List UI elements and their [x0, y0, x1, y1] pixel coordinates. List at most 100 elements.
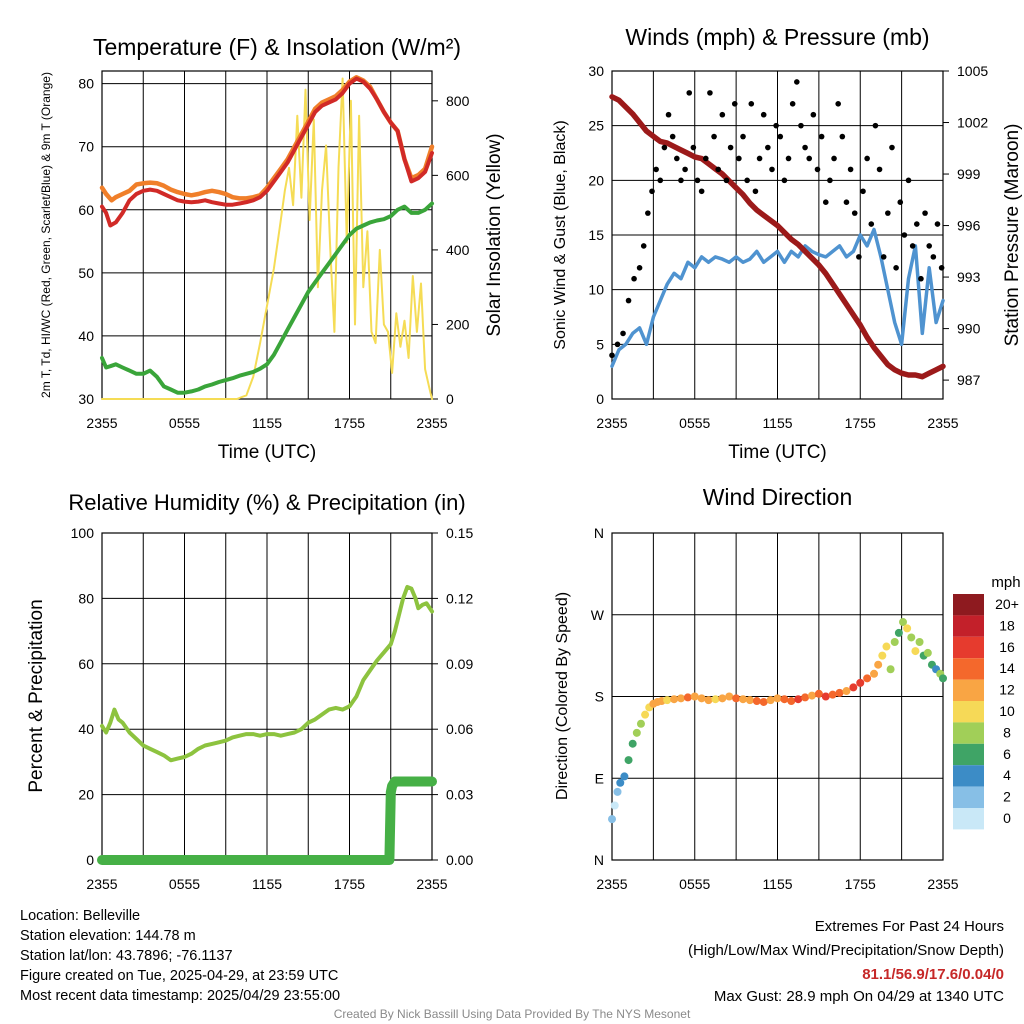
y2-axis-label: Station Pressure (Maroon) [1002, 124, 1023, 347]
chart-title: Relative Humidity (%) & Precipitation (i… [68, 490, 465, 515]
x-tick-label: 2355 [416, 415, 447, 431]
y-tick-label: 0 [596, 391, 604, 407]
x-tick-label: 1755 [845, 876, 876, 892]
y2-tick-label: 0.12 [446, 590, 473, 606]
wind-direction-point [759, 697, 768, 706]
gust-point [905, 177, 912, 184]
x-tick-label: 0555 [169, 415, 200, 431]
gust-point [682, 166, 688, 173]
gust-point [889, 144, 895, 151]
gust-point [773, 122, 779, 129]
y-tick-label: 0 [86, 852, 94, 868]
x-tick-label: 2355 [596, 876, 627, 892]
wind-direction-point [894, 628, 903, 637]
gust-point [719, 111, 726, 118]
dewpoint-line [100, 201, 434, 395]
y-axis-label: Percent & Precipitation [26, 599, 47, 792]
gust-point [868, 221, 875, 227]
legend-swatch [953, 743, 984, 766]
wind-direction-point [766, 696, 775, 705]
gust-point [814, 166, 821, 173]
chart-title: Temperature (F) & Insolation (W/m²) [93, 34, 461, 60]
wind-direction-point [697, 694, 706, 703]
wind-direction-point [886, 665, 895, 674]
legend-label: 14 [999, 660, 1015, 676]
y2-tick-label: 996 [957, 218, 981, 234]
legend-swatch [953, 658, 984, 680]
wind-direction-point [636, 719, 645, 728]
gust-point [690, 144, 697, 151]
gust-point [938, 265, 945, 271]
x-tick-label: 1155 [252, 415, 282, 431]
wind-direction-point [613, 787, 622, 796]
y2-tick-label: 990 [957, 321, 981, 337]
gust-point [835, 101, 841, 107]
gust-point [839, 133, 846, 140]
legend-label: 4 [1003, 767, 1011, 783]
temp-2m-line [100, 76, 434, 228]
wind-direction-point [835, 688, 844, 697]
wind-direction-point [628, 739, 637, 748]
wind-direction-point [903, 624, 912, 633]
y2-tick-label: 987 [957, 372, 981, 388]
wind-direction-point [683, 693, 692, 702]
gust-point [653, 166, 659, 173]
x-tick-label: 2355 [416, 876, 447, 892]
legend-label: 12 [999, 682, 1015, 698]
panel-humidity [101, 532, 433, 861]
station-elevation: Station elevation: 144.78 m [20, 928, 196, 944]
gust-point [707, 90, 713, 96]
gust-point [649, 188, 655, 195]
y-tick-label: 25 [588, 118, 604, 134]
gust-point [827, 177, 833, 184]
wind-direction-point [807, 691, 816, 700]
wind-direction-point [711, 695, 720, 704]
x-tick-label: 0555 [679, 415, 710, 431]
sonic-wind-line [610, 227, 945, 368]
extremes-subtitle: (High/Low/Max Wind/Precipitation/Snow De… [688, 942, 1004, 959]
y-tick-label: 80 [78, 76, 94, 92]
gust-point [872, 122, 879, 129]
legend-title: mph [991, 574, 1020, 591]
wind-direction-point [780, 695, 789, 704]
legend-swatch [953, 786, 984, 808]
gust-point [818, 133, 825, 140]
wind-direction-point [821, 692, 830, 701]
gust-point [777, 133, 784, 140]
gust-point [609, 352, 615, 359]
y-tick-label: 10 [588, 282, 604, 298]
recent-timestamp: Most recent data timestamp: 2025/04/29 2… [20, 988, 341, 1004]
wind-direction-point [794, 695, 803, 704]
x-tick-label: 2355 [86, 876, 117, 892]
y-tick-label: 20 [588, 172, 604, 188]
gust-point [661, 144, 668, 151]
y2-tick-label: 600 [446, 167, 470, 183]
y-tick-label: 70 [78, 139, 94, 155]
station-latlon: Station lat/lon: 43.7896; -76.1137 [20, 948, 233, 964]
gust-point [864, 155, 870, 162]
gust-point [843, 199, 850, 205]
wind-direction-point [911, 647, 920, 656]
wind-direction-point [608, 815, 616, 824]
wind-direction-point [624, 756, 633, 765]
wind-direction-point [923, 648, 932, 657]
y-tick-label: S [595, 689, 604, 705]
extremes-title: Extremes For Past 24 Hours [814, 918, 1004, 935]
max-gust: Max Gust: 28.9 mph On 04/29 at 1340 UTC [713, 988, 1004, 1005]
wind-direction-point [939, 674, 947, 683]
gust-point [794, 79, 800, 85]
legend-label: 16 [999, 639, 1015, 655]
gust-point [715, 166, 721, 173]
gust-point [657, 177, 664, 184]
gust-point [756, 155, 763, 162]
gust-point [698, 188, 705, 195]
wind-direction-point [856, 678, 865, 687]
figure-created: Figure created on Tue, 2025-04-29, at 23… [20, 968, 339, 984]
y2-tick-label: 0.15 [446, 525, 473, 541]
gust-point [736, 155, 742, 162]
wind-direction-point [732, 694, 741, 703]
gust-point [785, 155, 792, 162]
gust-point [798, 122, 804, 129]
credit-line: Created By Nick Bassill Using Data Provi… [333, 1007, 691, 1021]
wind-direction-point [874, 660, 883, 669]
